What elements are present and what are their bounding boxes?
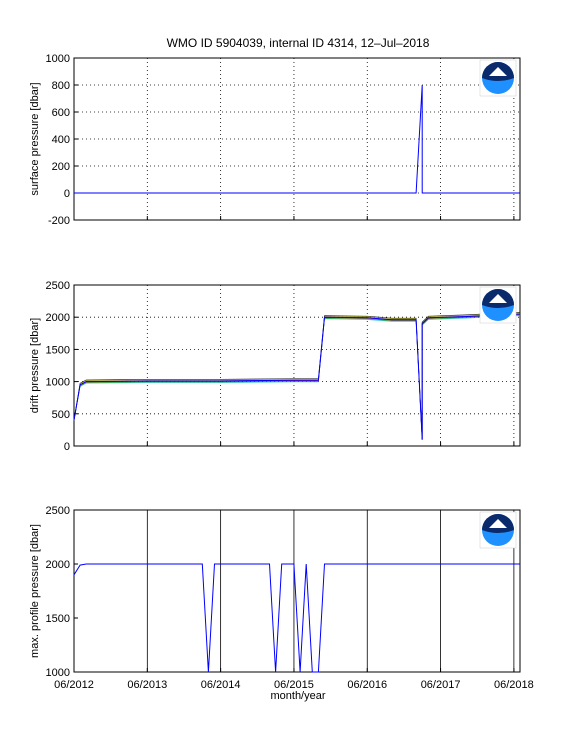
y-axis-label: max. profile pressure [dbar]	[29, 524, 41, 658]
panel-3: 1000 1500 2000 2500 max. profile pressure [d…	[29, 505, 521, 679]
panel-1: -200 0 200 400 600 800 1000 surface pressure [d…	[29, 53, 521, 227]
ensemble-line	[73, 312, 521, 440]
x-tick-label: 06/2013	[127, 679, 167, 691]
series-line	[73, 313, 521, 440]
panel-2: 0 500 1000 1500 2000 2500 drift pressure [dbar…	[29, 280, 521, 453]
y-tick-label: 0	[64, 188, 70, 200]
y-tick-label: 1000	[46, 53, 70, 65]
noaa-logo-icon	[479, 286, 517, 324]
plot-frame	[73, 57, 521, 221]
ensemble-line	[73, 313, 521, 440]
y-tick-label: 2500	[46, 280, 70, 292]
x-tick-label: 06/2016	[347, 679, 387, 691]
y-tick-label: 600	[52, 107, 70, 119]
x-tick-label: 06/2012	[54, 679, 94, 691]
x-tick-label: 06/2015	[274, 679, 314, 691]
y-tick-label: 0	[64, 441, 70, 453]
y-tick-label: 2500	[46, 505, 70, 517]
y-tick-label: 800	[52, 80, 70, 92]
ensemble-line	[73, 312, 521, 440]
plot-frame	[73, 284, 521, 447]
y-tick-label: 1500	[46, 613, 70, 625]
y-tick-label: 1000	[46, 667, 70, 679]
x-axis-label: month/year	[270, 690, 325, 702]
y-tick-label: 500	[52, 409, 70, 421]
y-axis-label: drift pressure [dbar]	[29, 318, 41, 413]
ensemble-line	[73, 314, 521, 440]
y-tick-label: -200	[48, 215, 70, 227]
series-line	[74, 84, 520, 194]
panels: -200 0 200 400 600 800 1000 surface pressure [d…	[29, 53, 521, 679]
y-tick-label: 2000	[46, 559, 70, 571]
noaa-logo-icon	[479, 511, 517, 549]
y-axis-label: surface pressure [dbar]	[29, 82, 41, 195]
y-tick-label: 1500	[46, 344, 70, 356]
ensemble-line	[73, 315, 521, 440]
chart-title: WMO ID 5904039, internal ID 4314, 12–Jul…	[167, 36, 430, 50]
x-tick-label: 06/2017	[421, 679, 461, 691]
x-axis-ticks: 06/2012 06/2013 06/2014 06/2015 06/2016 06/20…	[54, 216, 534, 691]
y-tick-label: 400	[52, 134, 70, 146]
y-tick-label: 200	[52, 161, 70, 173]
series-line	[73, 563, 520, 673]
y-tick-label: 1000	[46, 377, 70, 389]
x-tick-label: 06/2014	[201, 679, 241, 691]
plot-frame	[73, 509, 521, 673]
noaa-logo-icon	[479, 59, 517, 97]
x-tick-label: 06/2018	[494, 679, 534, 691]
ensemble-line	[73, 313, 521, 440]
y-tick-label: 2000	[46, 312, 70, 324]
